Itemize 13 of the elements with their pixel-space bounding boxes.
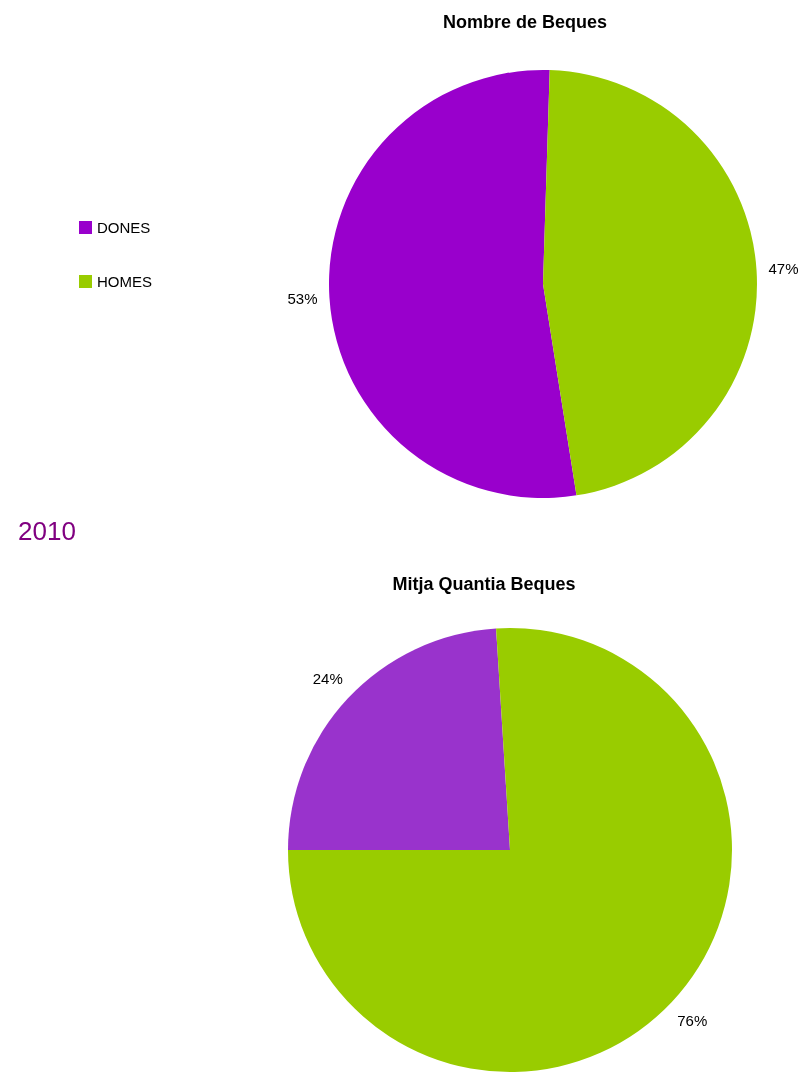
legend-label: HOMES — [97, 272, 153, 290]
pie-slice — [543, 70, 757, 496]
data-label: 24% — [312, 669, 343, 687]
chart-title: Mitja Quantia Beques — [392, 574, 576, 594]
data-label: 76% — [677, 1012, 708, 1030]
chart-title: Nombre de Beques — [442, 12, 608, 32]
text: 2010 — [18, 516, 76, 546]
pie-slice — [288, 628, 510, 850]
data-label: 53% — [287, 290, 318, 308]
pie-slice — [288, 628, 732, 1072]
pie-slice — [329, 70, 577, 498]
data-label: 47% — [768, 259, 799, 277]
legend-label: DONES — [97, 218, 151, 236]
